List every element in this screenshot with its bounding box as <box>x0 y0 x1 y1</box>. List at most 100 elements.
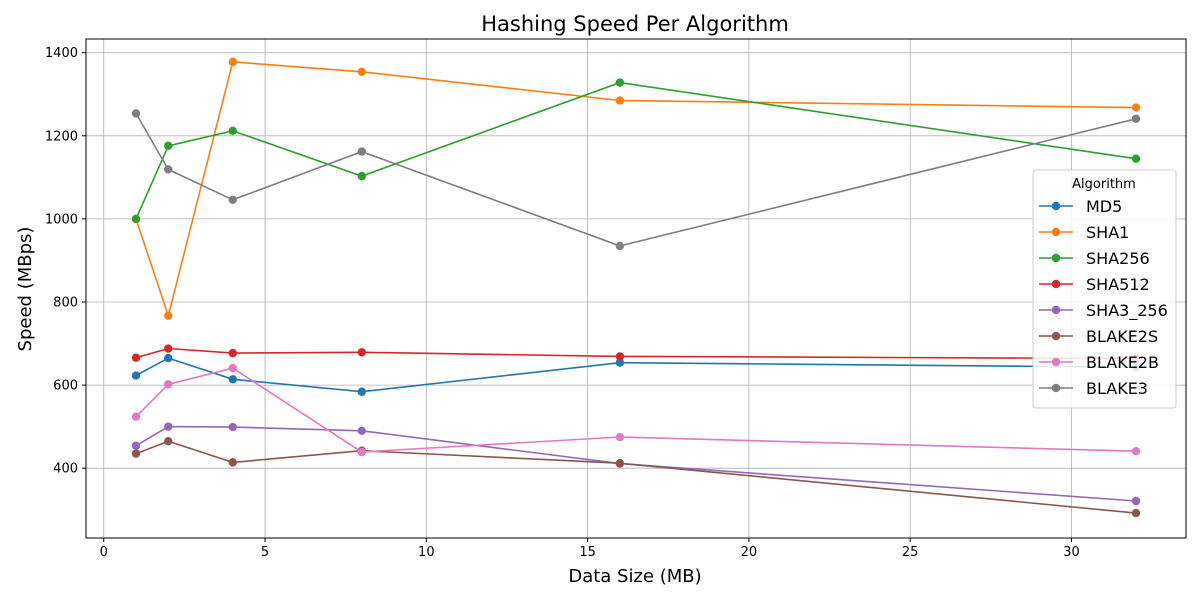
data-point-sha256 <box>1131 154 1141 163</box>
legend-swatch-marker <box>1051 201 1061 211</box>
legend-item-sha1: SHA1 <box>1039 223 1129 242</box>
data-point-blake2b <box>357 447 367 457</box>
series-line-sha1 <box>135 61 1137 319</box>
data-point-sha1 <box>164 311 173 320</box>
legend: Algorithm MD5 SHA1 SHA256 SHA512 SHA3_256 BLA… <box>1032 169 1177 409</box>
data-point-blake3 <box>131 109 141 118</box>
data-point-blake2b <box>131 412 141 421</box>
legend-item-md5: MD5 <box>1039 197 1122 216</box>
legend-item-sha256: SHA256 <box>1039 249 1150 268</box>
series-line-md5 <box>135 357 1137 393</box>
x-tick-label: 25 <box>902 545 919 560</box>
y-tick-label: 600 <box>53 379 78 394</box>
legend-item-sha512: SHA512 <box>1039 275 1150 294</box>
data-point-sha3-256 <box>164 422 173 431</box>
data-point-md5 <box>615 358 625 367</box>
series-sha256 <box>131 78 1141 224</box>
grid <box>86 39 1186 538</box>
x-tick-label: 15 <box>579 545 596 560</box>
data-point-blake2b <box>228 363 237 373</box>
data-point-blake3 <box>357 147 367 156</box>
data-point-sha512 <box>131 353 141 362</box>
data-point-sha256 <box>131 214 141 224</box>
x-axis-label: Data Size (MB) <box>568 566 701 587</box>
data-point-sha1 <box>1131 103 1141 112</box>
data-point-sha3-256 <box>357 426 367 436</box>
y-tick-label: 800 <box>53 296 78 311</box>
data-point-blake2s <box>228 458 237 467</box>
legend-swatch-marker <box>1051 357 1061 367</box>
series-blake3 <box>131 109 1141 251</box>
legend-item-blake2b: BLAKE2B <box>1039 353 1159 372</box>
y-axis-label: Speed (MBps) <box>15 227 36 352</box>
series-line-blake3 <box>135 113 1137 247</box>
data-point-blake2b <box>1131 446 1141 456</box>
legend-label: BLAKE2B <box>1086 353 1159 372</box>
y-tick-label: 1400 <box>45 46 78 61</box>
data-point-blake2b <box>615 432 625 442</box>
series-line-blake2s <box>135 440 1137 514</box>
data-point-sha512 <box>357 348 367 357</box>
y-tick-label: 1200 <box>45 129 78 144</box>
series-line-sha256 <box>135 81 1137 220</box>
legend-title: Algorithm <box>1072 177 1136 192</box>
legend-swatch-marker <box>1051 279 1061 289</box>
legend-box <box>1032 169 1177 409</box>
y-tick-label: 1000 <box>45 212 78 227</box>
data-point-sha256 <box>357 171 367 181</box>
legend-swatch-marker <box>1051 331 1061 341</box>
series-blake2b <box>131 363 1141 457</box>
x-tick-label: 10 <box>418 545 435 560</box>
legend-swatch-marker <box>1051 253 1061 263</box>
legend-item-blake2s: BLAKE2S <box>1039 327 1158 346</box>
data-point-sha3-256 <box>228 422 237 432</box>
x-tick-label: 30 <box>1063 545 1080 560</box>
series-line-blake2b <box>135 367 1137 453</box>
plot-area <box>85 38 1187 539</box>
data-point-blake3 <box>615 241 625 251</box>
data-point-blake3 <box>228 195 237 204</box>
data-point-md5 <box>131 371 141 380</box>
data-point-md5 <box>164 353 173 363</box>
legend-label: SHA256 <box>1086 249 1150 268</box>
axis-ticks: 0 5 10 15 20 25 30 400 600 800 1000 1200 1400 <box>45 46 1080 560</box>
data-point-sha256 <box>615 78 625 87</box>
x-tick-label: 20 <box>741 545 758 560</box>
data-point-blake2s <box>131 449 141 458</box>
data-point-sha512 <box>228 348 237 358</box>
legend-label: MD5 <box>1086 197 1122 216</box>
data-point-sha3-256 <box>131 441 141 450</box>
series-lines <box>131 57 1141 518</box>
data-point-blake2s <box>164 436 173 446</box>
data-point-sha256 <box>164 141 173 150</box>
legend-label: BLAKE2S <box>1086 327 1158 346</box>
x-tick-label: 0 <box>100 545 108 560</box>
legend-swatch-marker <box>1051 227 1061 237</box>
data-point-sha1 <box>228 57 237 67</box>
series-sha3-256 <box>131 422 1141 506</box>
data-point-md5 <box>228 375 237 384</box>
x-tick-label: 5 <box>261 545 269 560</box>
legend-label: BLAKE3 <box>1086 379 1148 398</box>
series-line-sha512 <box>135 347 1137 360</box>
legend-item-blake3: BLAKE3 <box>1039 379 1148 398</box>
data-point-sha256 <box>228 126 237 136</box>
data-point-blake2s <box>615 459 625 468</box>
data-point-blake3 <box>164 165 173 174</box>
legend-label: SHA512 <box>1086 275 1150 294</box>
y-tick-label: 400 <box>53 462 78 477</box>
data-point-sha3-256 <box>1131 496 1141 506</box>
data-point-blake2s <box>1131 508 1141 518</box>
legend-swatch-marker <box>1051 383 1061 393</box>
data-point-sha1 <box>357 67 367 77</box>
data-point-blake2b <box>164 380 173 389</box>
legend-item-sha3-256: SHA3_256 <box>1039 301 1168 321</box>
data-point-blake3 <box>1131 114 1141 123</box>
data-point-sha512 <box>164 344 173 353</box>
data-point-sha512 <box>615 352 625 361</box>
legend-label: SHA1 <box>1086 223 1129 242</box>
data-point-md5 <box>357 387 367 396</box>
legend-swatch-marker <box>1051 305 1061 315</box>
chart-title: Hashing Speed Per Algorithm <box>481 12 789 36</box>
